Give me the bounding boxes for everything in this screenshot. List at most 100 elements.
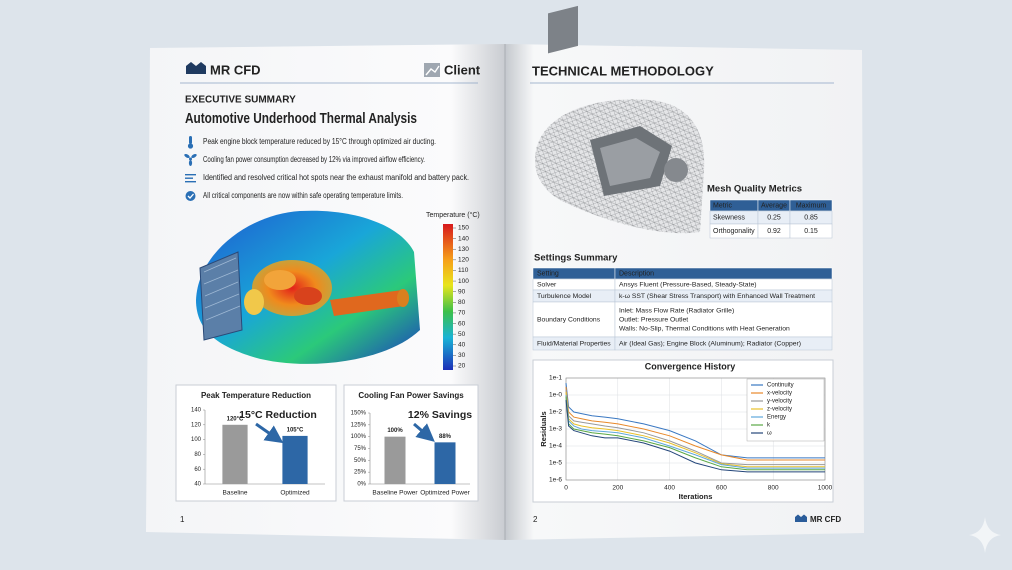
mesh-render — [535, 5, 705, 234]
colorbar-tick-label: 120 — [458, 257, 469, 264]
x-tick-label: 200 — [612, 485, 623, 492]
x-tick-label: 1000 — [818, 485, 833, 492]
page-number: 1 — [180, 515, 185, 524]
x-tick-label: Optimized — [280, 490, 310, 497]
series-line — [565, 383, 825, 459]
y-tick-label: 1e-3 — [549, 426, 562, 433]
bar — [282, 435, 308, 484]
report-title: Automotive Underhood Thermal Analysis — [185, 110, 417, 127]
x-tick-label: 400 — [664, 485, 675, 492]
table-header-text: Description — [619, 270, 654, 277]
brand-name: MR CFD — [210, 62, 261, 77]
y-tick-label: 1e-6 — [549, 477, 562, 484]
chart-card — [343, 384, 479, 502]
series-line — [565, 386, 825, 461]
series-line — [565, 391, 825, 468]
series-line — [565, 389, 825, 466]
bullet-text: All critical components are now within s… — [203, 191, 403, 200]
table-cell-text: Skewness — [713, 214, 745, 221]
legend-label: ω — [767, 431, 772, 437]
y-tick-label: 100 — [191, 437, 202, 443]
legend-label: y-velocity — [767, 399, 792, 405]
table-cell-text: Inlet: Mass Flow Rate (Radiator Grille) — [619, 307, 734, 314]
y-tick-label: 1e-0 — [549, 392, 562, 399]
table-cell-text: Ansys Fluent (Pressure-Based, Steady-Sta… — [619, 281, 757, 288]
colorbar-tick-label: 70 — [458, 310, 466, 317]
table-cell-text: Turbulence Model — [537, 293, 592, 300]
x-tick-label: 0 — [564, 485, 568, 492]
annotation: 12% Savings — [408, 409, 472, 421]
legend-label: Continuity — [767, 383, 794, 389]
brand-logo — [795, 514, 807, 522]
table-cell-text: Boundary Conditions — [537, 316, 601, 323]
bullet-text: Peak engine block temperature reduced by… — [203, 137, 436, 146]
table-cell — [614, 336, 833, 351]
y-tick-label: 80 — [194, 452, 201, 458]
brand-name: MR CFD — [810, 515, 841, 524]
table-cell-text: Walls: No-Slip, Thermal Conditions with … — [619, 325, 790, 332]
section-label: EXECUTIVE SUMMARY — [185, 95, 296, 106]
table-cell-text: Fluid/Material Properties — [537, 340, 611, 347]
x-tick-label: Baseline — [223, 490, 248, 497]
colorbar-tick-label: 140 — [458, 235, 469, 242]
y-tick-label: 40 — [194, 482, 201, 488]
legend-label: z-velocity — [767, 407, 792, 413]
table-header-text: Setting — [537, 270, 559, 277]
series-line — [565, 394, 825, 469]
chart-title: Peak Temperature Reduction — [201, 391, 311, 400]
y-tick-label: 0% — [357, 482, 366, 488]
x-tick-label: 800 — [768, 485, 779, 492]
y-tick-label: 1e-1 — [549, 375, 562, 382]
x-tick-label: 600 — [716, 485, 727, 492]
series-line — [565, 400, 825, 473]
table-cell-text: Solver — [537, 281, 557, 288]
table-title: Mesh Quality Metrics — [707, 184, 802, 195]
table-cell-text: Air (Ideal Gas); Engine Block (Aluminum)… — [619, 340, 801, 347]
bar — [434, 442, 456, 484]
y-tick-label: 1e-5 — [549, 460, 562, 467]
table-cell — [614, 301, 833, 338]
colorbar-title: Temperature (°C) — [426, 211, 480, 219]
chart-title: Convergence History — [645, 361, 736, 371]
y-tick-label: 50% — [354, 458, 367, 464]
y-tick-label: 1e-4 — [549, 443, 562, 450]
value-label: 100% — [387, 428, 403, 434]
annotation-arrow — [413, 422, 435, 442]
bullet-text: Identified and resolved critical hot spo… — [203, 173, 469, 182]
legend-label: Energy — [767, 415, 786, 421]
table-cell-text: k-ω SST (Shear Stress Transport) with En… — [619, 293, 815, 300]
value-label: 88% — [439, 434, 452, 440]
table-title: Settings Summary — [534, 253, 618, 264]
bar — [384, 436, 406, 484]
colorbar-tick-label: 60 — [458, 320, 466, 327]
page-number: 2 — [533, 515, 538, 524]
thermal-render — [196, 210, 420, 364]
bar — [222, 424, 248, 484]
table-cell-text: 0.15 — [804, 228, 818, 235]
annotation-arrow — [255, 422, 284, 444]
series-line — [565, 396, 825, 471]
legend-label: x-velocity — [767, 391, 792, 397]
chart-title: Cooling Fan Power Savings — [358, 391, 464, 400]
table-cell — [789, 223, 833, 239]
y-axis-label: Residuals — [539, 411, 548, 446]
table-cell-text: Orthogonality — [713, 228, 755, 235]
y-tick-label: 60 — [194, 467, 201, 473]
page-title: TECHNICAL METHODOLOGY — [532, 63, 714, 78]
table-cell-text: 0.92 — [767, 228, 781, 235]
x-tick-label: Optimized Power — [420, 490, 470, 497]
x-axis-label: Iterations — [679, 492, 713, 501]
check-mark — [187, 193, 194, 199]
colorbar-tick-label: 50 — [458, 331, 466, 338]
colorbar-tick-label: 30 — [458, 352, 466, 359]
table-cell — [532, 301, 616, 338]
y-tick-label: 150% — [351, 411, 367, 417]
legend-box — [746, 378, 825, 442]
colorbar — [443, 224, 453, 370]
y-tick-label: 100% — [351, 434, 367, 440]
value-label: 105°C — [287, 427, 304, 433]
y-tick-label: 1e-2 — [549, 409, 562, 416]
plot-frame — [565, 377, 826, 481]
table-header-text: Metric — [713, 202, 733, 209]
sparkle — [969, 517, 1001, 553]
